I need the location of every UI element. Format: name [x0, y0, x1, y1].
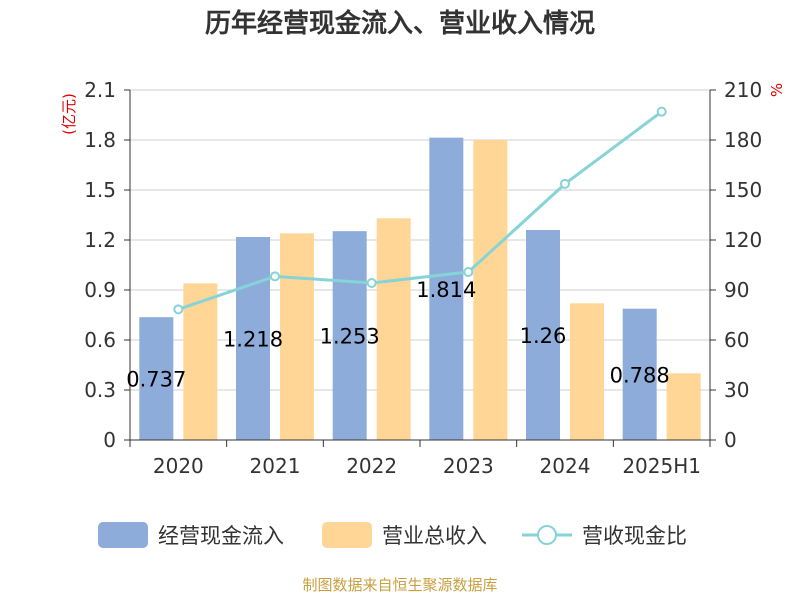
- ratio-point: [173, 304, 184, 315]
- ratio-point: [463, 267, 474, 277]
- right-axis-unit: %: [768, 83, 786, 97]
- legend-swatch: [322, 522, 372, 548]
- source-footer: 制图数据来自恒生聚源数据库: [302, 576, 497, 594]
- right-axis-tick-label: 150: [724, 178, 762, 202]
- axes: 0 0.3 0.6 0.9 1.2 1.5 1.8 2.1 0 30 60 90 120 150 180 21…: [84, 78, 762, 478]
- legend-label: 营收现金比: [582, 524, 687, 548]
- left-axis-tick-label: 2.1: [84, 78, 116, 102]
- bar-cash-inflow: [139, 317, 174, 440]
- bar-revenue: [183, 283, 218, 440]
- x-axis-category-label: 2022: [346, 454, 397, 478]
- left-axis-tick-label: 0.3: [84, 378, 116, 402]
- chart-title: 历年经营现金流入、营业收入情况: [205, 8, 595, 39]
- legend: 经营现金流入 营业总收入 营收现金比: [98, 522, 687, 548]
- ratio-point: [656, 106, 667, 117]
- x-axis-category-label: 2025H1: [622, 454, 701, 478]
- right-axis-tick-label: 60: [724, 328, 749, 352]
- bar-data-label: 1.218: [223, 328, 283, 352]
- right-axis-tick-label: 210: [724, 78, 762, 102]
- bar-revenue: [570, 303, 604, 440]
- left-axis-tick-label: 1.5: [84, 178, 116, 202]
- ratio-point: [366, 278, 377, 288]
- bar-cash-inflow: [622, 308, 657, 440]
- ratio-line-series: [173, 106, 667, 315]
- bar-data-label: 1.253: [320, 325, 380, 349]
- left-axis-tick-label: 0.6: [84, 328, 116, 352]
- right-axis-tick-label: 30: [724, 378, 749, 402]
- right-axis-tick-label: 120: [724, 228, 762, 252]
- x-axis-category-label: 2021: [250, 454, 301, 478]
- bar-data-label: 0.788: [610, 363, 670, 387]
- bar-revenue: [666, 373, 701, 440]
- right-axis-tick-label: 90: [724, 278, 749, 302]
- ratio-point: [560, 178, 570, 189]
- bar-data-label: 1.26: [520, 324, 567, 348]
- legend-marker: [537, 525, 557, 545]
- bar-data-label: 1.814: [416, 278, 476, 302]
- bar-cash-inflow: [332, 231, 367, 440]
- bar-cash-inflow: [429, 137, 464, 440]
- bars: [139, 137, 701, 440]
- bar-cash-inflow: [526, 230, 560, 440]
- legend-label: 经营现金流入: [158, 524, 284, 548]
- data-labels: 0.737 1.218 1.253 1.814 1.26 0.788: [126, 278, 669, 392]
- left-axis-tick-label: 1.8: [84, 128, 116, 152]
- legend-swatch: [98, 522, 148, 548]
- right-axis-tick-label: 180: [724, 128, 762, 152]
- x-axis-category-label: 2024: [540, 454, 591, 478]
- right-axis-tick-label: 0: [724, 428, 737, 452]
- bar-revenue: [376, 218, 411, 440]
- bar-revenue: [473, 140, 508, 440]
- bar-revenue: [280, 233, 314, 440]
- left-axis-unit: (亿元): [60, 93, 78, 135]
- bar-data-label: 0.737: [126, 368, 186, 392]
- gridlines: [130, 89, 710, 391]
- left-axis-tick-label: 0.9: [84, 278, 116, 302]
- bar-cash-inflow: [236, 237, 270, 440]
- legend-label: 营业总收入: [382, 524, 487, 548]
- left-axis-tick-label: 1.2: [84, 228, 116, 252]
- x-axis-category-label: 2023: [443, 454, 494, 478]
- ratio-line: [177, 110, 663, 311]
- ratio-point: [270, 271, 280, 282]
- left-axis-tick-label: 0: [103, 428, 116, 452]
- x-axis-category-label: 2020: [153, 454, 204, 478]
